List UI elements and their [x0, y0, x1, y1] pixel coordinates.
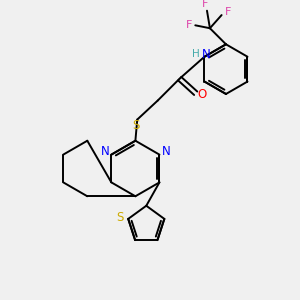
- Text: F: F: [202, 0, 209, 9]
- Text: N: N: [100, 145, 109, 158]
- Text: O: O: [197, 88, 207, 101]
- Text: S: S: [116, 211, 124, 224]
- Text: H: H: [192, 50, 200, 59]
- Text: S: S: [132, 119, 140, 133]
- Text: F: F: [225, 7, 231, 17]
- Text: N: N: [161, 145, 170, 158]
- Text: N: N: [202, 48, 210, 61]
- Text: F: F: [186, 20, 192, 30]
